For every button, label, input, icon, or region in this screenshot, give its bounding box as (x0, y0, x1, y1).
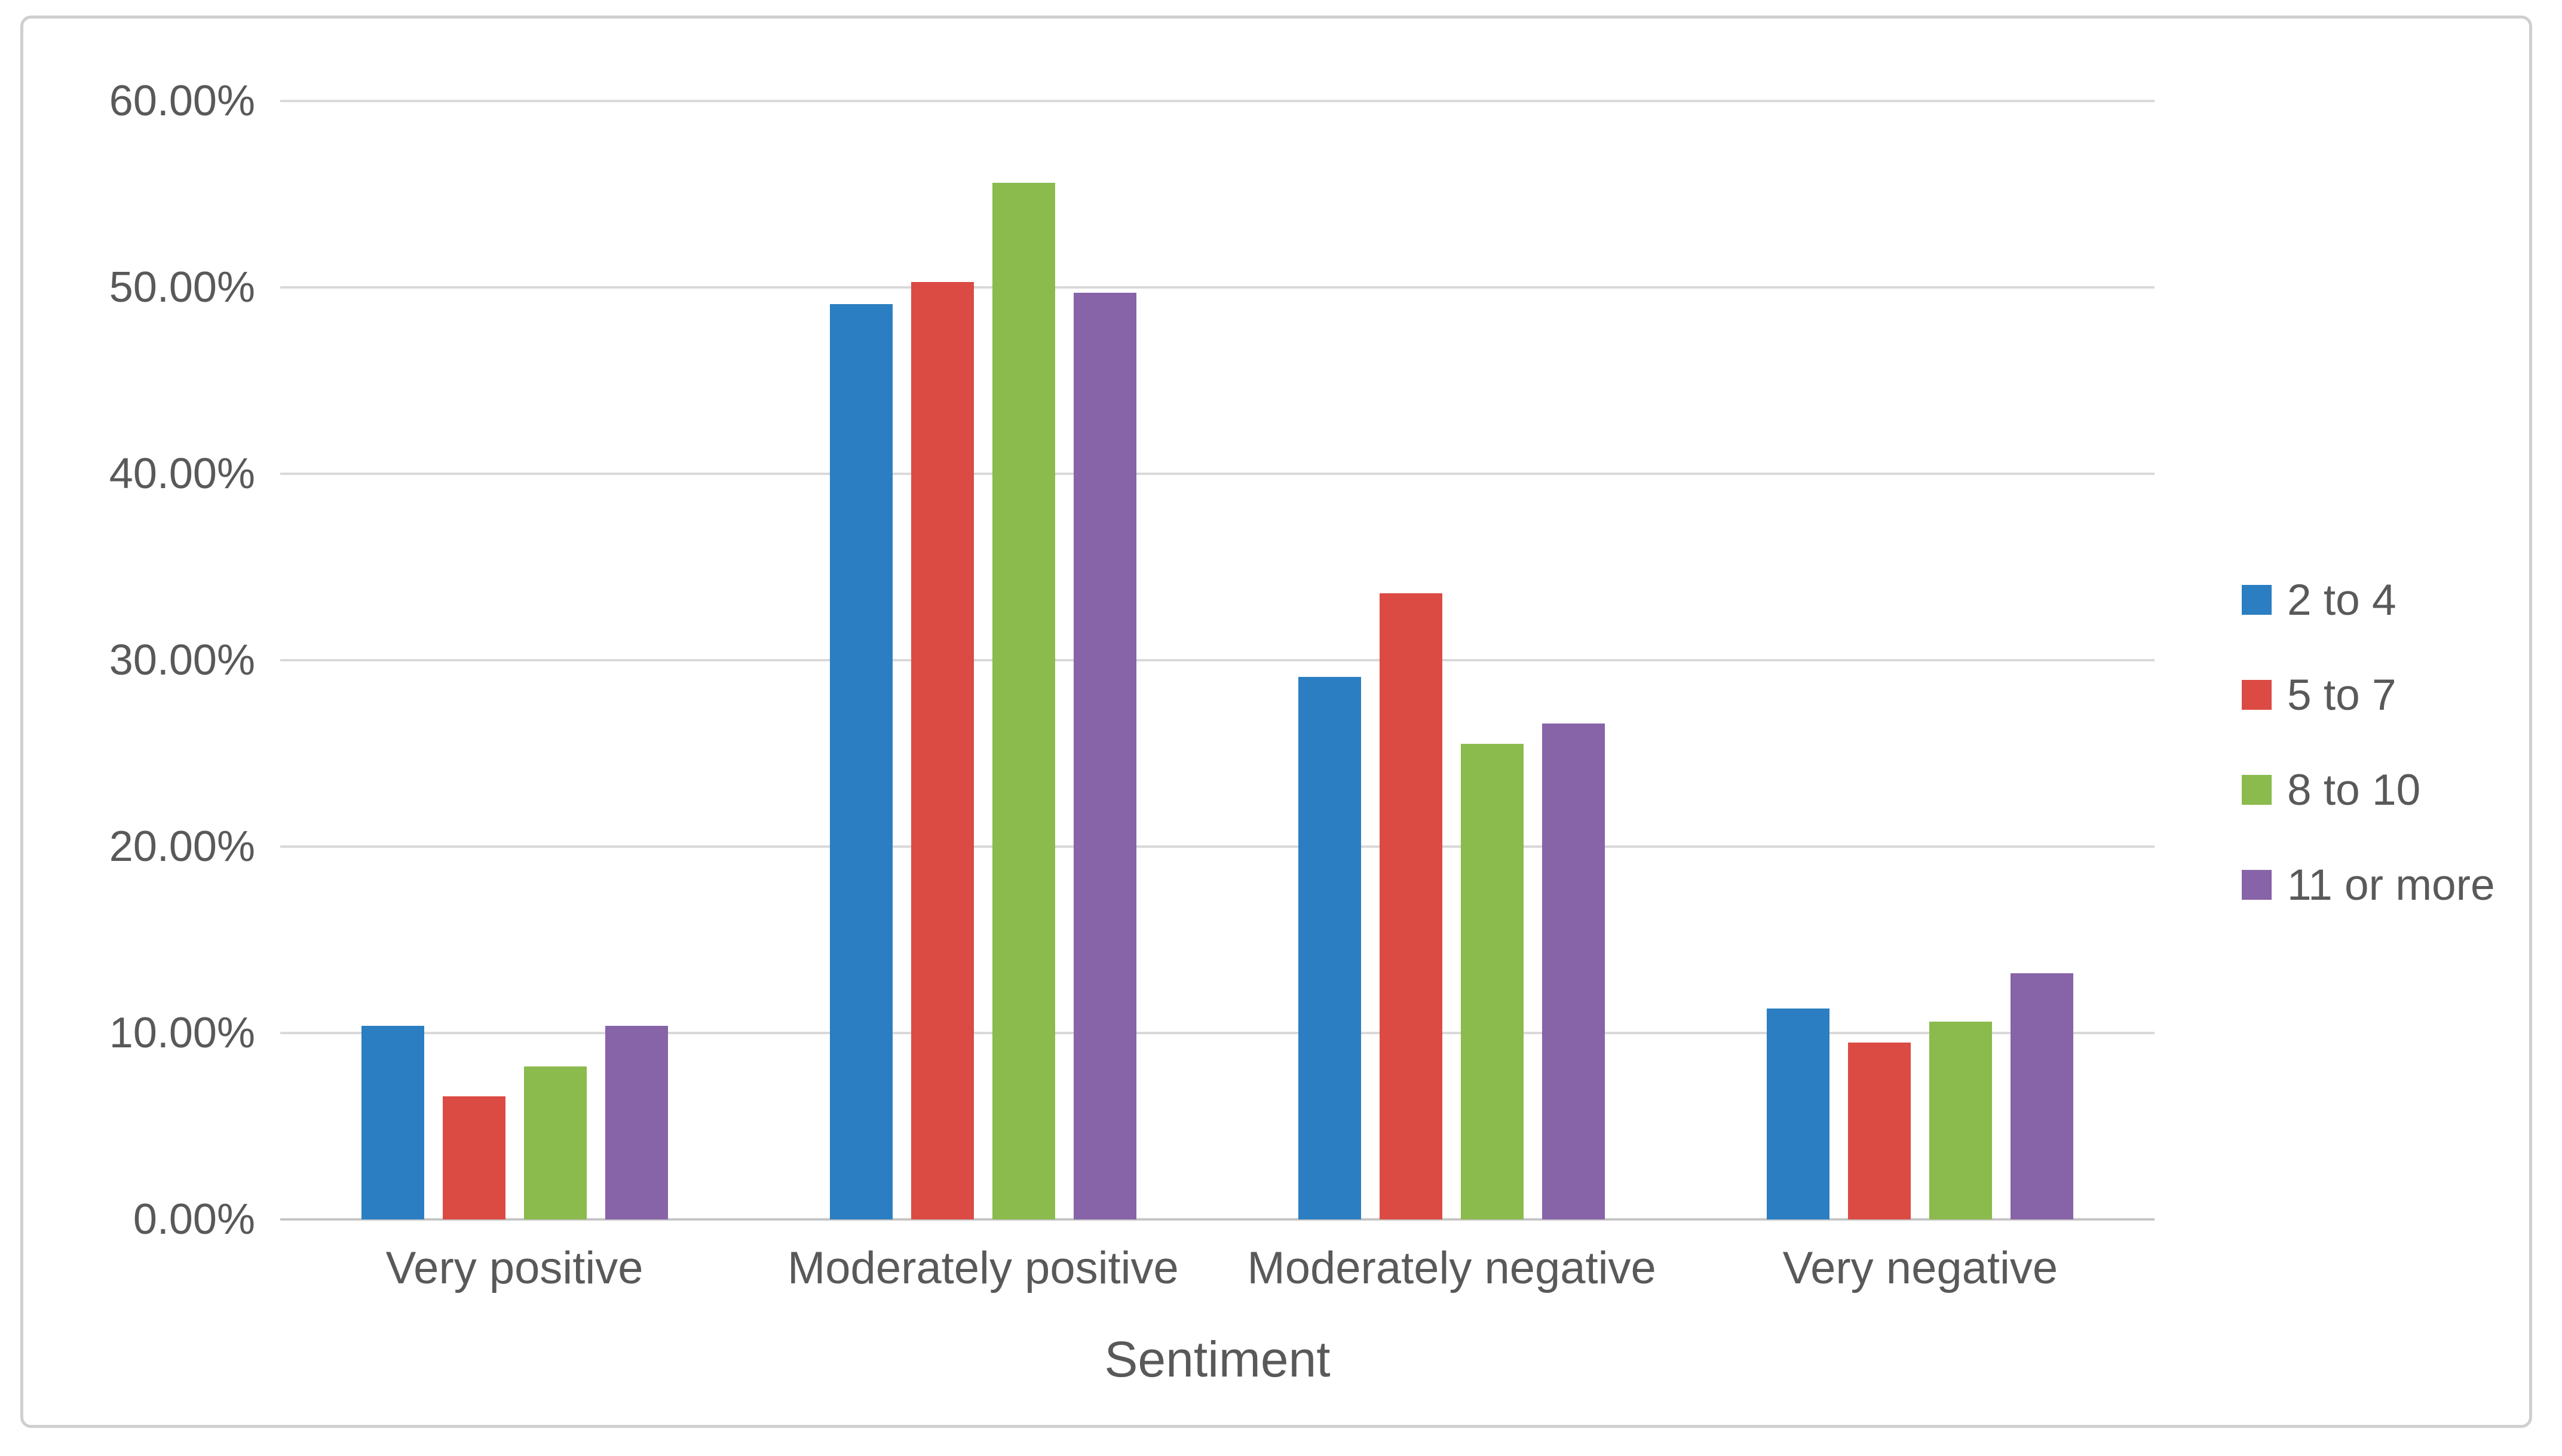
y-tick-label-40: 40.00% (109, 450, 255, 498)
bar-row-3 (1686, 101, 2155, 1219)
gridline-30 (280, 659, 2155, 661)
bar-2-to-4-Moderately-negative[interactable] (1298, 677, 1362, 1219)
gridline-20 (280, 845, 2155, 848)
legend-swatch-icon (2242, 870, 2272, 900)
legend-item-2-to-4[interactable]: 2 to 4 (2242, 576, 2495, 624)
y-tick-label-10: 10.00% (109, 1009, 255, 1057)
bar-5-to-7-Moderately-negative[interactable] (1380, 593, 1443, 1219)
legend-swatch-icon (2242, 775, 2272, 805)
category-group-1 (749, 101, 1217, 1219)
bar-row-2 (1218, 101, 1686, 1219)
category-group-2 (1218, 101, 1686, 1219)
x-axis-title: Sentiment (1104, 1331, 1331, 1387)
gridline-10 (280, 1032, 2155, 1035)
gridline-40 (280, 473, 2155, 476)
bar-groups (280, 101, 2155, 1219)
bar-row-1 (749, 101, 1217, 1219)
x-axis-category-labels: Very positive Moderately positive Moderate… (280, 1242, 2155, 1294)
bar-8-to-10-Very-negative[interactable] (1929, 1022, 1993, 1219)
category-group-0 (280, 101, 749, 1219)
plot-area (280, 100, 2155, 1221)
legend-swatch-icon (2242, 680, 2272, 710)
bar-11-or-more-Very-negative[interactable] (2011, 973, 2074, 1219)
category-group-3 (1686, 101, 2155, 1219)
bar-2-to-4-Moderately-positive[interactable] (829, 304, 893, 1219)
y-tick-label-30: 30.00% (109, 636, 255, 684)
y-tick-label-60: 60.00% (109, 77, 255, 125)
gridline-50 (280, 286, 2155, 289)
y-tick-label-20: 20.00% (109, 823, 255, 871)
legend-label: 5 to 7 (2287, 670, 2396, 719)
legend-item-8-to-10[interactable]: 8 to 10 (2242, 766, 2495, 814)
category-label-2: Moderately negative (1247, 1243, 1656, 1293)
legend-item-5-to-7[interactable]: 5 to 7 (2242, 671, 2495, 719)
bar-8-to-10-Moderately-negative[interactable] (1461, 744, 1524, 1219)
category-label-3: Very negative (1782, 1243, 2058, 1293)
bar-5-to-7-Moderately-positive[interactable] (911, 281, 974, 1219)
gridline-60 (280, 100, 2155, 102)
bar-8-to-10-Very-positive[interactable] (523, 1066, 587, 1219)
bar-2-to-4-Very-positive[interactable] (361, 1025, 424, 1219)
bar-8-to-10-Moderately-positive[interactable] (992, 183, 1055, 1219)
bar-11-or-more-Moderately-negative[interactable] (1542, 724, 1605, 1219)
bar-11-or-more-Moderately-positive[interactable] (1073, 293, 1136, 1219)
bar-5-to-7-Very-negative[interactable] (1848, 1042, 1911, 1219)
y-tick-label-0: 0.00% (133, 1196, 255, 1243)
legend-item-11-or-more[interactable]: 11 or more (2242, 861, 2495, 909)
legend-label: 2 to 4 (2287, 575, 2396, 624)
legend-label: 8 to 10 (2287, 765, 2421, 814)
x-axis-line (280, 1218, 2155, 1221)
category-label-1: Moderately positive (787, 1243, 1179, 1293)
legend-swatch-icon (2242, 585, 2272, 615)
legend: 2 to 4 5 to 7 8 to 10 11 or more (2242, 576, 2495, 909)
chart-frame: 0.00% 10.00% 20.00% 30.00% 40.00% 50.00% 60.00… (20, 16, 2532, 1428)
bar-5-to-7-Very-positive[interactable] (442, 1096, 505, 1219)
bar-2-to-4-Very-negative[interactable] (1767, 1009, 1830, 1219)
category-label-0: Very positive (385, 1243, 643, 1293)
bar-11-or-more-Very-positive[interactable] (605, 1025, 668, 1219)
bar-row-0 (280, 101, 749, 1219)
y-axis-tick-labels: 0.00% 10.00% 20.00% 30.00% 40.00% 50.00% 60.00… (23, 79, 255, 1241)
y-tick-label-50: 50.00% (109, 263, 255, 311)
legend-label: 11 or more (2287, 860, 2495, 909)
